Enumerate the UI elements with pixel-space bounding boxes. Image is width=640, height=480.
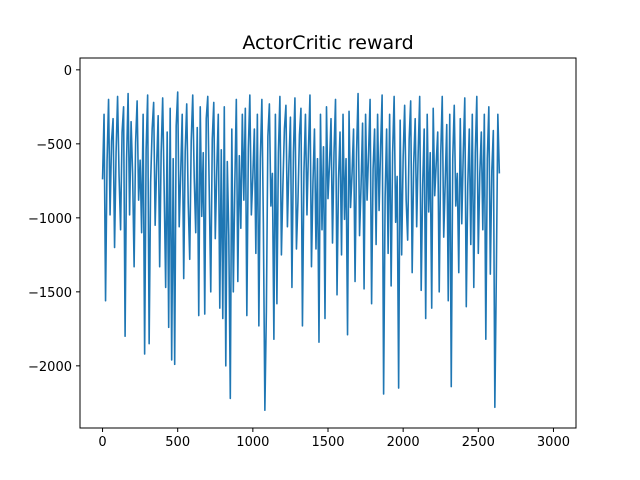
y-tick-label: −1500 xyxy=(28,286,72,301)
x-tick-label: 3000 xyxy=(537,435,570,450)
x-tick-label: 2000 xyxy=(387,435,420,450)
y-tick-label: −2000 xyxy=(28,360,72,375)
chart-title: ActorCritic reward xyxy=(242,32,413,54)
x-tick-label: 1500 xyxy=(311,435,344,450)
x-tick-label: 2500 xyxy=(462,435,495,450)
y-tick-label: −1000 xyxy=(28,212,72,227)
x-tick-label: 0 xyxy=(98,435,106,450)
x-tick-label: 500 xyxy=(165,435,190,450)
x-tick-label: 1000 xyxy=(236,435,269,450)
series-line-0 xyxy=(101,91,501,412)
y-tick-label: −500 xyxy=(36,138,72,153)
y-axis: 0 −500 −1000 −1500 −2000 xyxy=(28,64,80,375)
plot-area xyxy=(101,91,501,412)
y-tick-label: 0 xyxy=(64,64,72,79)
x-axis: 0 500 1000 1500 2000 2500 3000 xyxy=(98,428,570,450)
